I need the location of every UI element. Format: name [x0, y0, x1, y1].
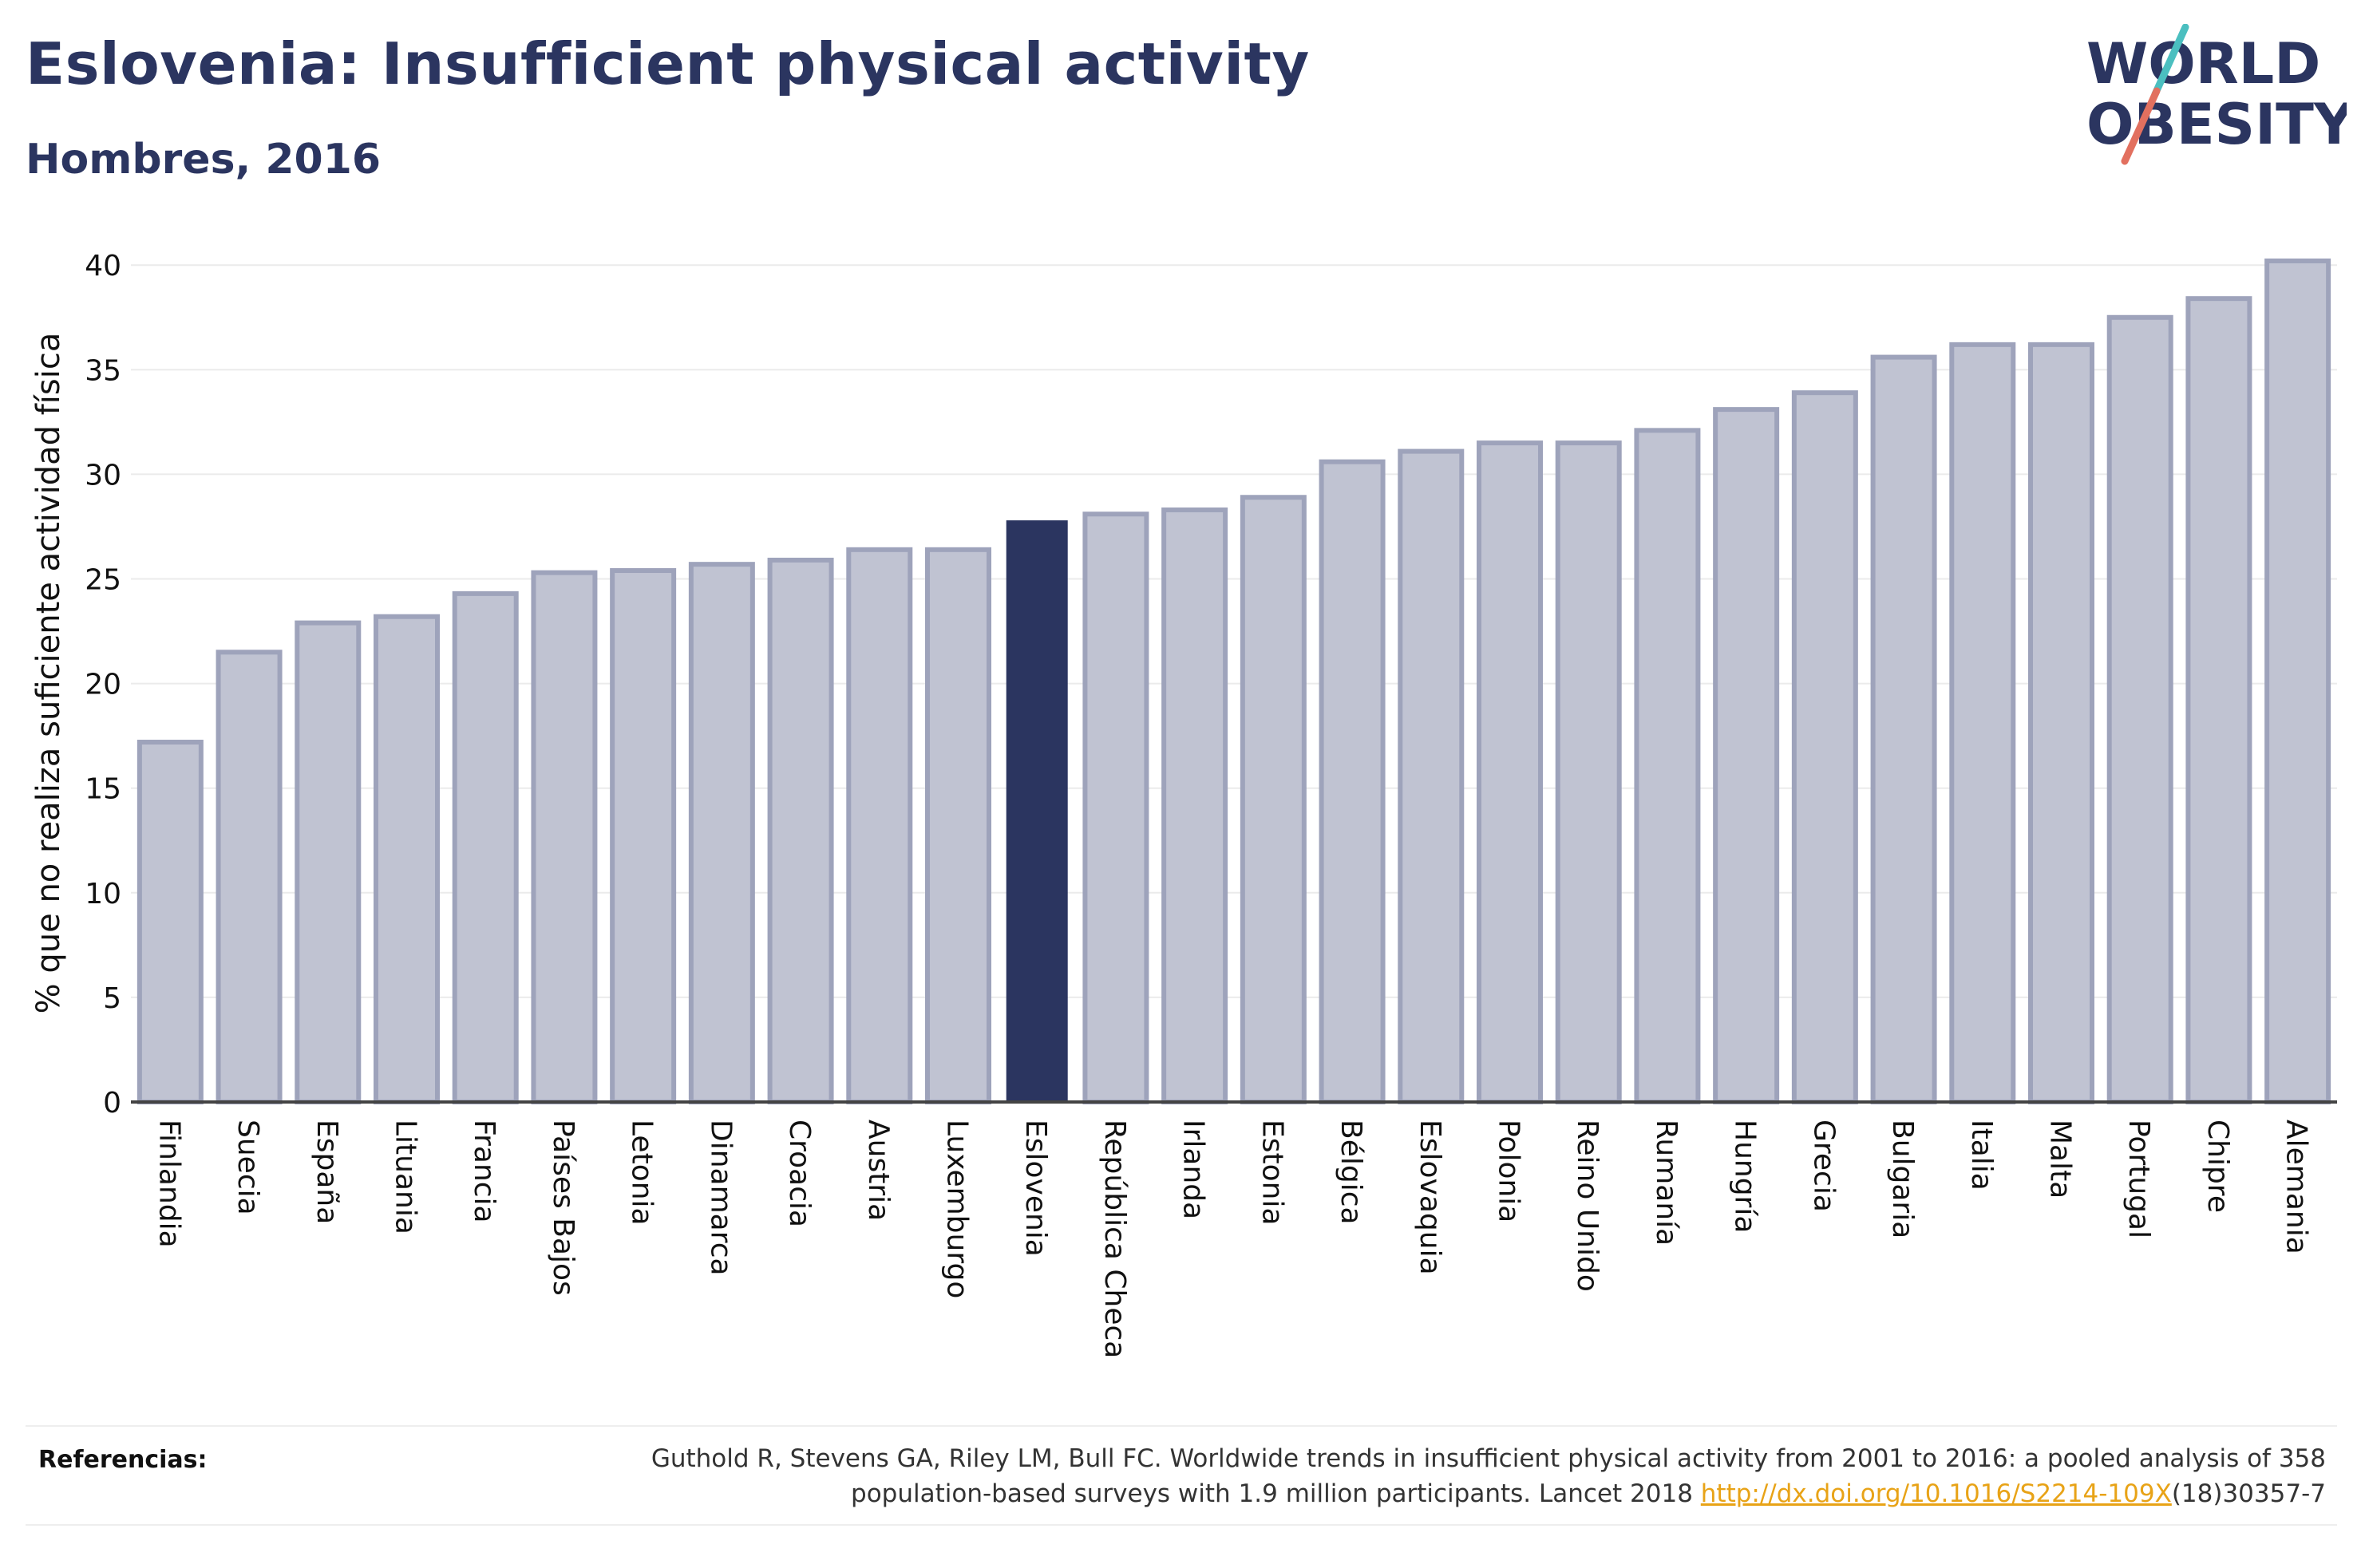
x-tick-label: Bélgica: [1335, 1120, 1367, 1225]
bar: [452, 590, 519, 1104]
x-tick-label: Estonia: [1256, 1120, 1288, 1226]
bar: [1870, 354, 1937, 1104]
reference-line-2-end: (18)30357-7: [2171, 1479, 2326, 1508]
y-axis-label: % que no realiza suficiente actividad fí…: [30, 333, 67, 1014]
bar: [1713, 407, 1780, 1104]
page-subtitle: Hombres, 2016: [26, 136, 382, 184]
y-tick-label: 35: [85, 354, 121, 387]
x-tick-label: Rumanía: [1650, 1120, 1683, 1246]
bar: [846, 547, 913, 1104]
x-tick-label: Suecia: [231, 1120, 264, 1215]
y-tick-label: 30: [85, 459, 121, 492]
x-tick-label: Reino Unido: [1571, 1120, 1604, 1292]
bar: [767, 557, 834, 1104]
bar: [2185, 296, 2252, 1105]
y-tick-label: 10: [85, 878, 121, 910]
bar: [374, 614, 440, 1104]
reference-doi-link[interactable]: http://dx.doi.org/10.1016/S2214-109X: [1700, 1479, 2172, 1508]
footer-divider-top: [26, 1425, 2337, 1427]
x-tick-label: Chipre: [2201, 1120, 2234, 1213]
bar: [531, 570, 598, 1104]
page-title: Eslovenia: Insufficient physical activit…: [26, 30, 1310, 97]
bar: [2028, 342, 2094, 1105]
references-label: Referencias:: [38, 1446, 208, 1474]
bar: [688, 562, 755, 1104]
y-tick-label: 25: [85, 564, 121, 597]
bar: [216, 650, 283, 1104]
y-tick-label: 0: [103, 1087, 121, 1120]
bar: [1477, 440, 1543, 1104]
x-tick-label: Francia: [468, 1120, 500, 1223]
x-tick-label: Malta: [2044, 1120, 2077, 1199]
x-tick-label: Bulgaria: [1886, 1120, 1919, 1238]
x-tick-label: República Checa: [1098, 1120, 1131, 1358]
x-tick-label: Alemania: [2280, 1120, 2313, 1254]
x-tick-label: Portugal: [2122, 1120, 2155, 1238]
references-text: Guthold R, Stevens GA, Riley LM, Bull FC…: [490, 1441, 2326, 1511]
x-tick-label: Croacia: [783, 1120, 816, 1227]
reference-line-2: population-based surveys with 1.9 millio…: [851, 1479, 1701, 1508]
logo-slash-teal: [2151, 24, 2189, 98]
x-tick-label: Eslovenia: [1019, 1120, 1052, 1257]
bar: [2106, 314, 2173, 1104]
logo-text-world: WORLD: [2086, 31, 2320, 97]
bar: [1082, 511, 1149, 1104]
x-tick-label: Austria: [862, 1120, 895, 1221]
y-tick-label: 15: [85, 773, 121, 806]
x-tick-label: Finlandia: [152, 1120, 185, 1248]
x-tick-label: España: [310, 1120, 343, 1224]
bar: [136, 740, 204, 1105]
bar: [925, 547, 991, 1104]
y-tick-label: 40: [85, 250, 121, 282]
x-tick-label: Grecia: [1807, 1120, 1840, 1212]
x-tick-label: Irlanda: [1177, 1120, 1210, 1219]
bar-highlighted: [1006, 520, 1068, 1102]
bar: [1398, 448, 1465, 1104]
y-tick-label: 20: [85, 669, 121, 701]
x-tick-label: Países Bajos: [547, 1120, 579, 1296]
footer-divider-bottom: [26, 1524, 2337, 1526]
bar-chart: 0 5 10 15 20 25 30 35 40 % que no realiza suficie…: [30, 250, 2337, 1358]
x-tick-label: Eslovaquia: [1414, 1120, 1446, 1275]
logo-slash-coral: [2121, 87, 2161, 165]
bar: [610, 568, 677, 1104]
y-tick-label: 5: [103, 982, 121, 1015]
bar: [1319, 459, 1386, 1104]
bar: [1949, 342, 2016, 1105]
bar: [1791, 390, 1858, 1105]
x-tick-label: Letonia: [626, 1120, 658, 1226]
x-tick-label: Italia: [1965, 1120, 1998, 1191]
bar: [1634, 428, 1701, 1104]
bar: [1240, 495, 1307, 1104]
x-tick-label: Luxemburgo: [941, 1120, 974, 1298]
x-tick-label: Dinamarca: [704, 1120, 737, 1276]
bar: [1555, 440, 1622, 1104]
x-tick-label: Lituania: [390, 1120, 422, 1234]
bar: [1161, 507, 1228, 1104]
x-tick-label: Polonia: [1493, 1120, 1525, 1222]
x-tick-label: Hungría: [1729, 1120, 1762, 1233]
reference-line-1: Guthold R, Stevens GA, Riley LM, Bull FC…: [651, 1444, 2326, 1473]
bar: [295, 620, 362, 1104]
bar: [2264, 258, 2331, 1105]
